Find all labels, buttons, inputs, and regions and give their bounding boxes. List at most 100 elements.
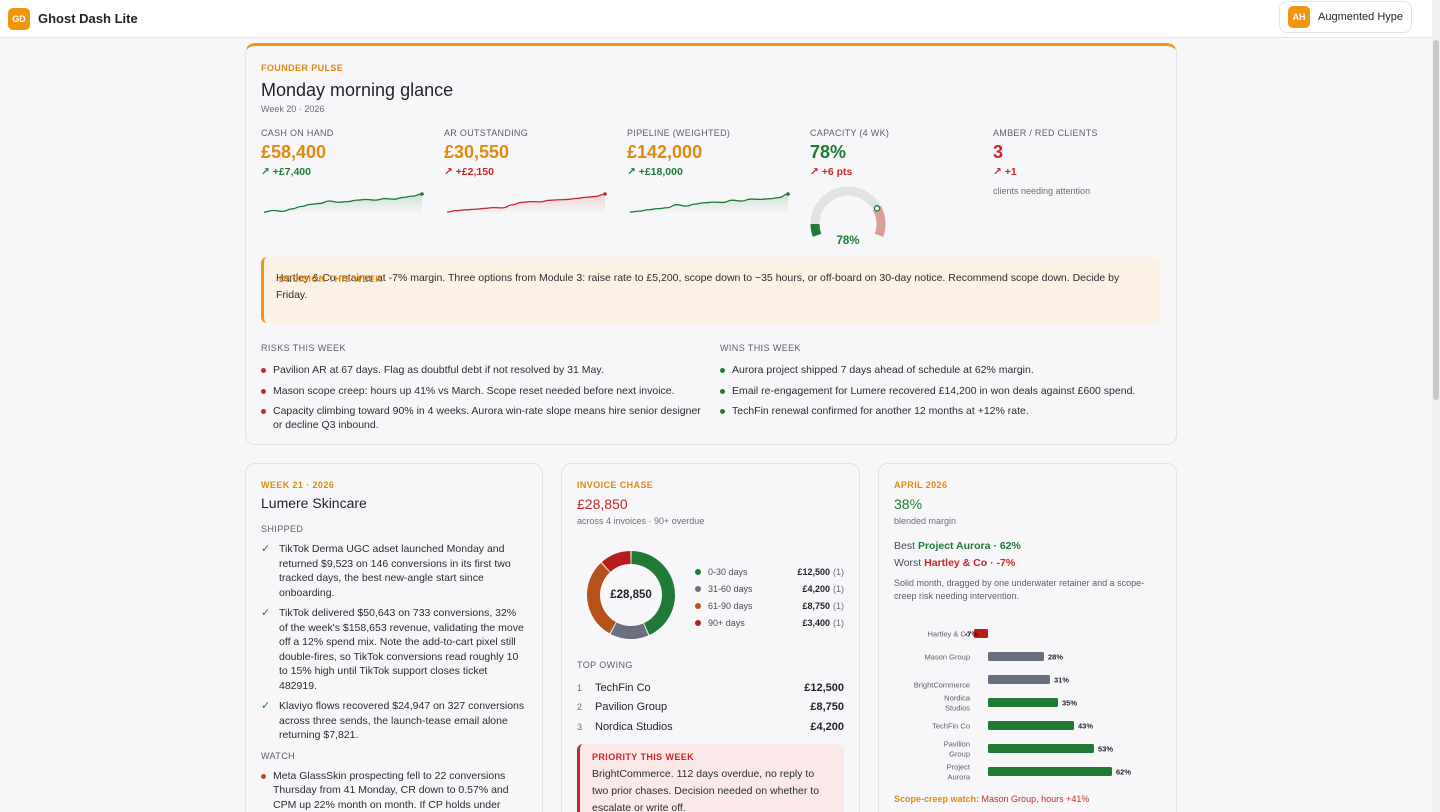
avatar: AH — [1288, 6, 1310, 28]
metric-value: £30,550 — [444, 142, 510, 162]
blended-margin-value: 38% — [894, 496, 923, 512]
risk-item: Capacity climbing toward 90% in 4 weeks.… — [261, 404, 701, 432]
legend-label: 31-60 days — [708, 583, 753, 594]
watch-item: Meta GlassSkin prospecting fell to 22 co… — [261, 769, 527, 812]
bar-category-label: Pavilion — [944, 740, 970, 749]
scope-text: Mason Group, hours +41% — [981, 794, 1090, 804]
invoice-eyebrow: INVOICE CHASE — [577, 480, 654, 490]
legend-label: 90+ days — [708, 617, 745, 628]
margin-bar — [988, 767, 1112, 776]
top-bar: GD Ghost Dash Lite AH Augmented Hype — [0, 0, 1432, 38]
bar-category-label: Aurora — [947, 773, 970, 781]
metric-amber-red-clients: AMBER / RED CLIENTS 3 ↗ +1 clients needi… — [993, 128, 1163, 196]
owing-row[interactable]: 1 TechFin Co £12,500 — [577, 678, 844, 698]
legend-count: (1) — [833, 583, 844, 594]
app-logo: GD — [8, 7, 30, 30]
top-owing-list: TOP OWING 1 TechFin Co £12,500 2 Pavilion G… — [577, 660, 844, 737]
sparkline-line — [446, 193, 606, 213]
metric-delta: ↗ +6 pts — [810, 166, 853, 178]
decision-callout: DECISION THIS WEEK Hartley & Co retainer… — [261, 257, 1161, 323]
legend-dot — [695, 619, 701, 626]
legend-row: 0-30 days £12,500 (1) — [695, 563, 845, 580]
shipped-label: SHIPPED — [261, 524, 304, 534]
pipeline-sparkline — [629, 192, 790, 214]
win-item: Aurora project shipped 7 days ahead of s… — [720, 363, 1165, 377]
decision-label: DECISION THIS WEEK — [279, 274, 383, 284]
wins-list: WINS THIS WEEK Aurora project shipped 7 … — [720, 343, 1165, 425]
metric-delta: ↗ +£7,400 — [261, 166, 311, 178]
metric-value: £142,000 — [627, 142, 703, 162]
top-owing-label: TOP OWING — [577, 660, 633, 670]
win-item: Email re-engagement for Lumere recovered… — [720, 384, 1165, 398]
cash-sparkline — [263, 192, 424, 214]
page-scrollbar[interactable] — [1432, 0, 1440, 812]
owing-amount: £8,750 — [810, 701, 844, 714]
metric-label: CAPACITY (4 WK) — [810, 128, 890, 138]
priority-callout: PRIORITY THIS WEEK BrightCommerce. 112 d… — [577, 744, 844, 812]
donut-slice-3 — [601, 551, 631, 572]
bar-category-label: Hartley & Co — [927, 630, 970, 639]
gauge-value-label: 78% — [836, 235, 859, 247]
bar-category-label: TechFin Co — [932, 722, 970, 731]
owing-row[interactable]: 3 Nordica Studios £4,200 — [577, 717, 844, 737]
metric-note: clients needing attention — [993, 186, 1091, 196]
user-menu-button[interactable]: AH Augmented Hype — [1279, 1, 1412, 33]
ar-sparkline — [446, 192, 607, 214]
owing-row[interactable]: 2 Pavilion Group £8,750 — [577, 698, 844, 718]
donut-center-value: £28,850 — [610, 589, 652, 601]
sparkline-line — [263, 193, 423, 213]
april-margin-card: APRIL 2026 38% blended margin Best Proje… — [878, 463, 1177, 812]
margin-bar-chart: Hartley & Co-7% Mason Group 28% BrightComme… — [914, 629, 1131, 781]
legend-amount: £12,500 — [797, 566, 830, 577]
metric-value: 3 — [993, 142, 1004, 162]
wins-title: WINS THIS WEEK — [720, 343, 801, 353]
scroll-thumb[interactable] — [1433, 40, 1439, 400]
metric-delta: ↗ +1 — [993, 166, 1017, 178]
legend-dot — [695, 602, 701, 609]
aging-legend: 0-30 days £12,500 (1) 31-60 days £4,200 (1) … — [695, 563, 845, 631]
priority-label: PRIORITY THIS WEEK — [592, 752, 695, 762]
owing-rank: 2 — [577, 702, 583, 713]
margin-bar — [988, 652, 1044, 661]
sparkline-line — [629, 193, 789, 213]
legend-amount: £4,200 — [802, 583, 830, 594]
risk-item: Pavilion AR at 67 days. Flag as doubtful… — [261, 363, 701, 377]
margin-bar — [988, 675, 1050, 684]
best-name: Project Aurora · 62% — [917, 540, 1021, 552]
decision-text: Hartley & Co retainer at -7% margin. Thr… — [276, 272, 1120, 301]
legend-dot — [695, 568, 701, 575]
best-project: Best Project Aurora · 62% — [894, 540, 1161, 552]
check-icon: ✓ — [261, 543, 271, 555]
owing-name: TechFin Co — [595, 681, 651, 694]
bar-category-label: Project — [947, 763, 971, 772]
owing-name: Nordica Studios — [595, 720, 673, 733]
check-icon: ✓ — [261, 607, 271, 619]
legend-row: 61-90 days £8,750 (1) — [695, 597, 845, 614]
metric-delta: ↗ +£2,150 — [444, 166, 494, 178]
shipped-item-text: TikTok delivered $50,643 on 733 conversi… — [279, 607, 524, 692]
owing-rank: 1 — [577, 682, 583, 693]
client-title: Lumere Skincare — [261, 495, 367, 511]
legend-count: (1) — [833, 617, 844, 628]
worst-project: Worst Hartley & Co · -7% — [894, 557, 1161, 569]
lumere-weekly-card: WEEK 21 · 2026 Lumere Skincare SHIPPED ✓… — [245, 463, 543, 812]
worst-name: Hartley & Co · -7% — [924, 557, 1016, 569]
margin-summary: Solid month, dragged by one underwater r… — [894, 578, 1145, 601]
risks-title: RISKS THIS WEEK — [261, 343, 346, 353]
legend-amount: £3,400 — [802, 617, 830, 628]
margin-bar — [988, 721, 1074, 730]
invoice-chase-card: INVOICE CHASE £28,850 across 4 invoices … — [561, 463, 860, 812]
sparkline-endpoint — [603, 192, 607, 196]
shipped-item: ✓ TikTok delivered $50,643 on 733 convers… — [261, 606, 527, 693]
founder-pulse-card: FOUNDER PULSE Monday morning glance Week… — [245, 43, 1177, 445]
best-prefix: Best — [894, 540, 916, 552]
metric-label: AR OUTSTANDING — [444, 128, 529, 138]
aging-donut-chart — [587, 551, 675, 639]
shipped-item: ✓ Klaviyo flows recovered $24,947 on 327 … — [261, 699, 527, 743]
metric-capacity: CAPACITY (4 WK) 78% ↗ +6 pts 78% — [810, 128, 980, 247]
risk-item: Mason scope creep: hours up 41% vs March… — [261, 384, 701, 398]
bar-value-label: 62% — [1116, 768, 1131, 777]
invoice-donut: £28,850 — [577, 541, 685, 649]
pulse-subtitle: Week 20 · 2026 — [261, 104, 325, 114]
page-title: Monday morning glance — [261, 80, 454, 100]
